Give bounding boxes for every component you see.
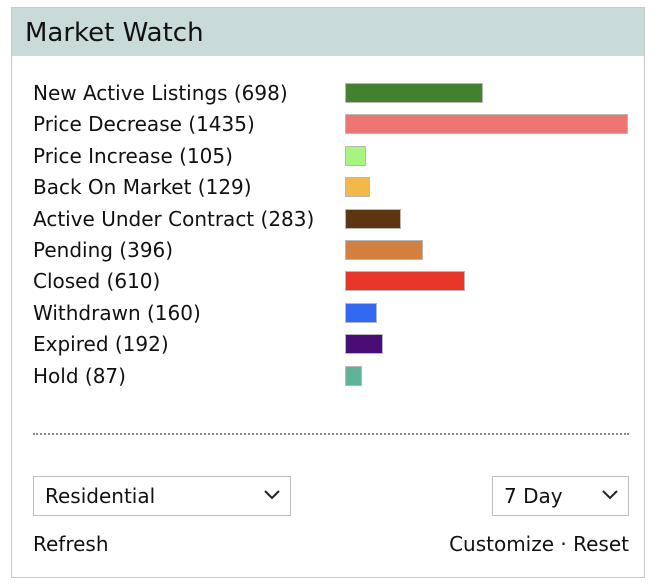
category-label: Pending (396) — [33, 238, 174, 262]
bar — [345, 365, 363, 386]
category-label: Price Decrease (1435) — [33, 112, 255, 137]
period-select[interactable]: 7 Day — [492, 476, 629, 516]
chevron — [264, 490, 280, 500]
market-watch-panel: Market Watch New Active Listings (698) Pr… — [11, 7, 645, 578]
select-value: Residential — [45, 484, 156, 508]
bar — [345, 114, 628, 135]
customize-link[interactable]: Customize — [449, 532, 555, 556]
refresh-link[interactable]: Refresh — [33, 532, 109, 556]
panel-title: Market Watch — [25, 18, 204, 48]
category-label: Expired (192) — [33, 332, 169, 357]
bar — [345, 177, 371, 198]
bar — [345, 334, 383, 355]
chevron — [602, 490, 618, 500]
bar — [345, 240, 424, 260]
category-label: Active Under Contract (283) — [33, 206, 315, 231]
category-label: Back On Market (129) — [33, 175, 252, 200]
category-label: Hold (87) — [33, 363, 126, 388]
property-type-select[interactable]: Residential — [33, 476, 291, 516]
category-label: Withdrawn (160) — [33, 300, 201, 325]
category-label: Closed (610) — [33, 269, 161, 294]
divider — [33, 433, 629, 435]
select-value: 7 Day — [504, 484, 563, 508]
bar — [345, 145, 366, 166]
link-group: Customize · Reset — [449, 532, 629, 556]
separator: · — [560, 532, 567, 556]
reset-link[interactable]: Reset — [573, 532, 629, 556]
bar — [345, 302, 377, 323]
bar — [345, 83, 483, 103]
bar — [345, 208, 401, 229]
panel-header: Market Watch — [12, 8, 644, 56]
category-label: New Active Listings (698) — [33, 81, 288, 105]
category-label: Price Increase (105) — [33, 143, 233, 168]
bar — [345, 271, 466, 292]
